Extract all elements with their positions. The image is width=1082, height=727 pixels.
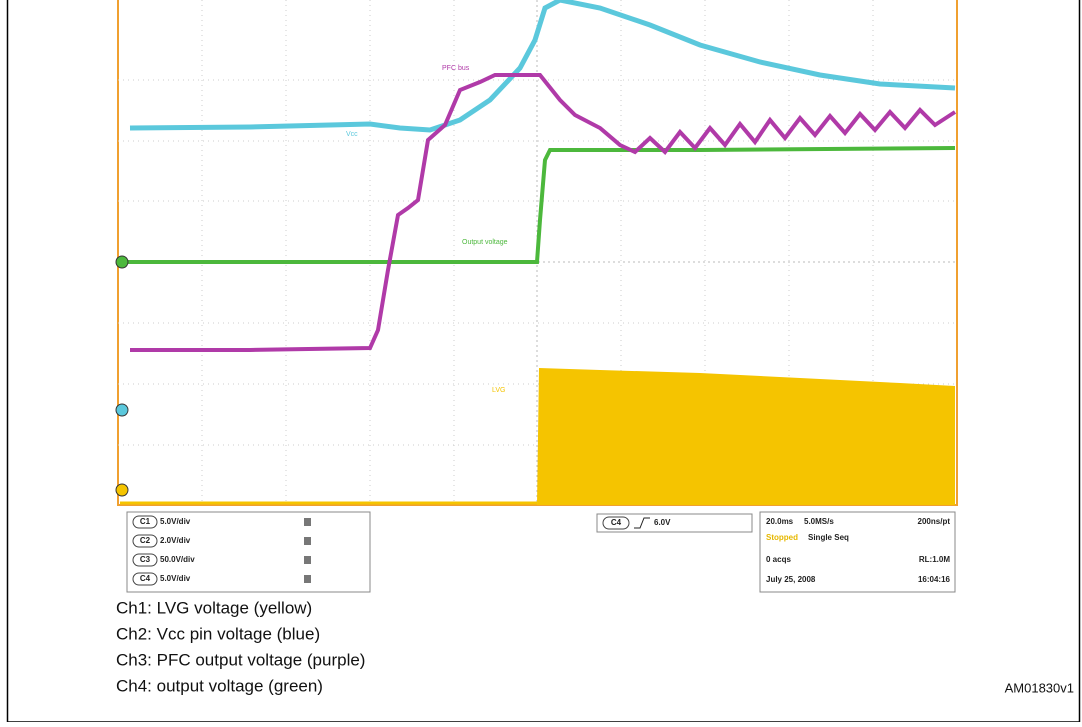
trace-label: Vcc: [346, 131, 358, 138]
lvg-trace-burst: [537, 368, 955, 505]
legend-line: Ch4: output voltage (green): [116, 676, 323, 695]
channel-scale: 5.0V/div: [160, 574, 191, 583]
run-state: Stopped: [766, 533, 798, 542]
legend-line: Ch1: LVG voltage (yellow): [116, 598, 312, 617]
channel-badge: [132, 515, 158, 529]
trace-label: LVG: [492, 387, 506, 394]
channel-id: C3: [140, 555, 151, 564]
center-axes: [118, 0, 957, 505]
trace-label: Output voltage: [462, 239, 508, 246]
channel-badge: [132, 534, 158, 548]
channel-id: C2: [140, 536, 151, 545]
vcc-trace: [129, 0, 956, 133]
date: July 25, 2008: [766, 575, 816, 584]
channel-rows: C1 5.0V/div C2 2.0V/div C3 50.0V/div C4 5.0V/di…: [132, 515, 311, 586]
record-length: RL:1.0M: [919, 555, 950, 564]
channel-scale: 5.0V/div: [160, 517, 191, 526]
channel-id: C1: [140, 517, 151, 526]
timebase: 20.0ms: [766, 517, 794, 526]
figure-id: AM01830v1: [1005, 680, 1074, 695]
channel-badge: [132, 553, 158, 567]
acquisition-box: [759, 511, 956, 593]
legend-line: Ch2: Vcc pin voltage (blue): [116, 624, 320, 643]
coupling-icon: [304, 518, 311, 526]
channel-scale: 2.0V/div: [160, 536, 191, 545]
channel-scale: 50.0V/div: [160, 555, 195, 564]
trigger-edge-icon: [634, 517, 650, 529]
ch4-marker: [115, 255, 129, 269]
sample-rate: 5.0MS/s: [804, 517, 834, 526]
legend: Ch1: LVG voltage (yellow) Ch2: Vcc pin vo…: [116, 598, 365, 695]
time: 16:04:16: [918, 575, 951, 584]
scope-screen: Vcc PFC bus Output voltage LVG: [115, 0, 958, 506]
legend-line: Ch3: PFC output voltage (purple): [116, 650, 365, 669]
channel-badge: [132, 572, 158, 586]
ch2-marker: [115, 403, 129, 417]
acq-count: 0 acqs: [766, 555, 791, 564]
acq-mode: Single Seq: [808, 533, 849, 542]
trigger-channel-badge: [602, 516, 630, 530]
pfc-trace: [130, 73, 957, 352]
channel-id: C4: [140, 574, 151, 583]
channel-box: [126, 511, 371, 593]
trace-label: PFC bus: [442, 65, 470, 72]
resolution: 200ns/pt: [918, 517, 951, 526]
trigger-channel: C4: [611, 518, 622, 527]
info-panel: C1 5.0V/div C2 2.0V/div C3 50.0V/div C4 5.0V/di…: [126, 511, 956, 593]
coupling-icon: [304, 537, 311, 545]
ch1-marker: [115, 483, 129, 497]
output-trace: [120, 146, 956, 264]
coupling-icon: [304, 556, 311, 564]
trigger-level: 6.0V: [654, 518, 671, 527]
coupling-icon: [304, 575, 311, 583]
